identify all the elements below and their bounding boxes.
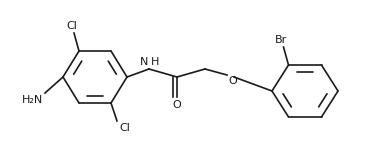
Text: Cl: Cl (119, 123, 130, 133)
Text: Br: Br (275, 35, 288, 45)
Text: N: N (140, 57, 148, 67)
Text: Cl: Cl (67, 21, 77, 31)
Text: O: O (173, 100, 182, 110)
Text: H: H (151, 57, 159, 67)
Text: O: O (228, 76, 237, 86)
Text: H₂N: H₂N (22, 95, 43, 105)
